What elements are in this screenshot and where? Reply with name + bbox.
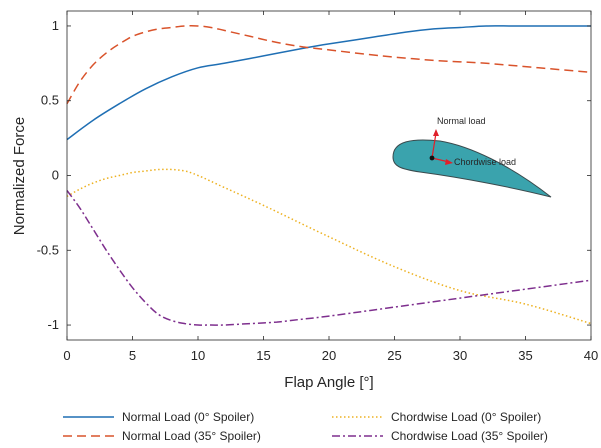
airfoil-inset: Normal load Chordwise load <box>392 116 552 198</box>
load-origin-point <box>429 155 435 161</box>
y-ticks: 1 0.5 0 -0.5 -1 <box>37 18 591 332</box>
x-tick-label: 5 <box>129 348 136 363</box>
x-axis-label: Flap Angle [°] <box>284 374 373 391</box>
airfoil-shape <box>392 139 552 198</box>
y-tick-label: -1 <box>47 317 59 332</box>
legend-label-chordwise-35: Chordwise Load (35° Spoiler) <box>391 429 548 443</box>
x-tick-label: 25 <box>387 348 401 363</box>
chordwise-load-arrowhead <box>445 159 453 165</box>
normal-load-arrowhead <box>433 129 439 136</box>
series-chordwise-0 <box>66 168 592 325</box>
x-tick-label: 10 <box>191 348 205 363</box>
x-tick-label: 20 <box>322 348 336 363</box>
y-tick-label: -0.5 <box>37 242 59 257</box>
y-tick-label: 0 <box>52 168 59 183</box>
x-tick-label: 30 <box>453 348 467 363</box>
y-tick-label: 0.5 <box>41 93 59 108</box>
x-tick-label: 40 <box>584 348 598 363</box>
legend-label-normal-35: Normal Load (35° Spoiler) <box>122 429 261 443</box>
x-ticks: 0 5 10 15 20 25 30 35 40 <box>63 11 598 363</box>
chordwise-load-label: Chordwise load <box>454 157 516 167</box>
series-normal-35 <box>66 25 592 105</box>
legend-label-chordwise-0: Chordwise Load (0° Spoiler) <box>391 410 541 424</box>
series-layer <box>66 25 592 326</box>
x-tick-label: 15 <box>256 348 270 363</box>
x-tick-label: 35 <box>518 348 532 363</box>
series-chordwise-35 <box>66 190 592 326</box>
normal-load-label: Normal load <box>437 116 486 126</box>
x-tick-label: 0 <box>63 348 70 363</box>
normal-load-arrow <box>431 132 437 159</box>
series-normal-0 <box>66 25 591 141</box>
legend-label-normal-0: Normal Load (0° Spoiler) <box>122 410 254 424</box>
y-tick-label: 1 <box>52 18 59 33</box>
legend: Normal Load (0° Spoiler) Normal Load (35… <box>63 410 548 443</box>
y-axis-label: Normalized Force <box>11 117 28 235</box>
